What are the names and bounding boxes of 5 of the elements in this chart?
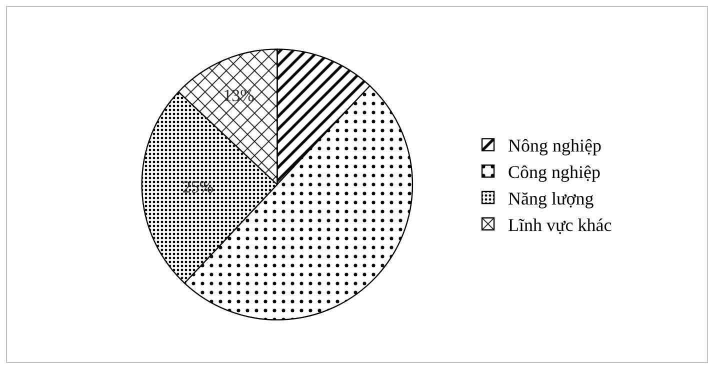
legend-label: Nông nghiệp: [508, 136, 602, 156]
legend-label: Công nghiệp: [508, 162, 601, 182]
data-label: 25%: [182, 177, 214, 196]
legend-label: Lĩnh vực khác: [508, 214, 612, 235]
legend-label: Năng lượng: [508, 188, 594, 209]
